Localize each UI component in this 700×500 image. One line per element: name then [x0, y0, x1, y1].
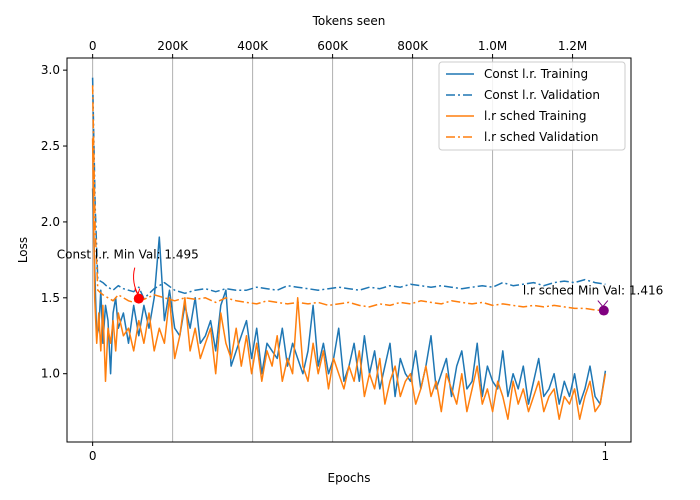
legend-label: Const l.r. Validation: [484, 88, 600, 102]
x-tick-label: 1: [602, 449, 610, 463]
top-tick-label: 400K: [237, 39, 269, 53]
top-tick-label: 1.2M: [558, 39, 587, 53]
y-tick-label: 1.0: [41, 367, 60, 381]
y-tick-label: 2.0: [41, 215, 60, 229]
legend-label: l.r sched Training: [484, 109, 587, 123]
y-axis-title: Loss: [16, 237, 30, 263]
axis-ticks: 0 200K 400K 600K 800K 1.0M 1.2M 0 1 1.0 1.5 2.0 2.5 3…: [41, 39, 609, 463]
legend-box: [438, 61, 626, 151]
legend-label: l.r sched Validation: [484, 130, 598, 144]
legend-label: Const l.r. Training: [484, 67, 588, 81]
top-tick-label: 600K: [317, 39, 349, 53]
plot-frame: [66, 57, 632, 443]
y-tick-label: 1.5: [41, 291, 60, 305]
top-axis-title: Tokens seen: [312, 14, 386, 28]
legend: Const l.r. Training Const l.r. Validation…: [438, 61, 626, 151]
top-tick-label: 1.0M: [478, 39, 507, 53]
annotation-arrowhead: [597, 300, 609, 308]
x-tick-label: 0: [89, 449, 97, 463]
top-tick-label: 0: [89, 39, 97, 53]
series-line-l-r-sched-training: [91, 138, 607, 420]
y-tick-label: 2.5: [41, 139, 60, 153]
top-tick-label: 800K: [397, 39, 429, 53]
top-tick-label: 200K: [157, 39, 189, 53]
annotations: Const l.r. Min Val: 1.495 l.r sched Min V…: [57, 248, 663, 316]
min-val-marker: [598, 305, 609, 316]
min-val-marker: [133, 293, 144, 304]
annotation-label: Const l.r. Min Val: 1.495: [57, 248, 199, 262]
y-tick-label: 3.0: [41, 63, 60, 77]
annotation-label: l.r sched Min Val: 1.416: [523, 284, 663, 298]
x-axis-title: Epochs: [328, 471, 371, 485]
